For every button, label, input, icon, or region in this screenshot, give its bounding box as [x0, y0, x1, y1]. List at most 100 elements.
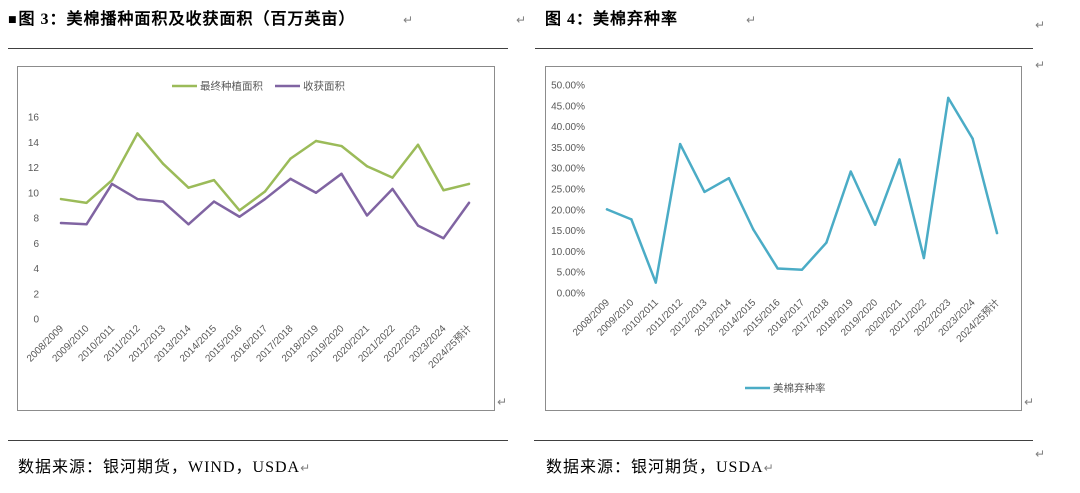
series-line [605, 96, 999, 284]
data-point [85, 223, 88, 226]
y-tick-label: 15.00% [551, 226, 585, 237]
y-tick-label: 20.00% [551, 205, 585, 216]
y-tick-label: 14 [28, 138, 40, 149]
data-point [85, 201, 88, 205]
data-point [340, 172, 343, 176]
data-point [605, 208, 609, 211]
paragraph-mark: ↵ [1024, 395, 1035, 409]
data-point [289, 177, 292, 181]
data-point [630, 218, 633, 221]
data-point [971, 137, 974, 140]
figure-3-source-text: 数据来源：银河期货，WIND，USDA [18, 459, 301, 476]
x-axis-tick-labels: 2008/20092009/20102010/20112011/20122012… [571, 296, 1002, 345]
caption-bullet-icon: ■ [8, 15, 17, 25]
data-point [289, 157, 292, 160]
data-point [947, 96, 950, 100]
data-point [314, 191, 318, 194]
y-tick-label: 16 [28, 113, 40, 124]
data-point [238, 209, 241, 212]
data-point [416, 224, 420, 227]
data-point [800, 268, 804, 271]
data-point [752, 228, 755, 231]
data-point [898, 158, 901, 161]
data-point [161, 162, 165, 165]
data-point [776, 267, 779, 270]
series-line [59, 172, 471, 240]
data-point [849, 170, 852, 173]
data-point [238, 215, 241, 218]
data-point [703, 190, 706, 194]
data-point [727, 176, 731, 180]
y-tick-label: 45.00% [551, 101, 585, 112]
data-point [995, 231, 999, 235]
y-axis-tick-labels: 0 2 4 6 8 10 12 14 16 [28, 113, 40, 326]
data-point [654, 281, 657, 284]
y-tick-label: 35.00% [551, 143, 585, 154]
data-point [467, 201, 471, 205]
caption-rule-right [535, 48, 1033, 49]
y-tick-label: 30.00% [551, 164, 585, 175]
y-tick-label: 0 [33, 315, 39, 326]
data-point [136, 197, 139, 201]
y-tick-label: 6 [33, 239, 39, 250]
source-rule-left [8, 440, 508, 441]
paragraph-mark: ↵ [763, 461, 774, 475]
data-point [314, 139, 318, 143]
y-tick-label: 10.00% [551, 247, 585, 258]
chart-frame-figure-3: 0 2 4 6 8 10 12 14 16 2008/2009 2009/2010 2010/2011… [17, 66, 495, 411]
y-tick-label: 2 [33, 289, 39, 300]
data-point [59, 221, 63, 225]
data-point [212, 178, 216, 182]
data-point [442, 189, 445, 192]
legend-label: 最终种植面积 [200, 80, 263, 93]
y-tick-label: 8 [33, 214, 39, 225]
legend-item: 美棉弃种率 [745, 382, 826, 395]
data-point [678, 142, 682, 146]
data-point [365, 165, 369, 168]
data-point [110, 178, 114, 182]
data-point [340, 144, 343, 148]
source-rule-right [534, 440, 1033, 441]
paragraph-mark: ↵ [746, 13, 757, 27]
y-tick-label: 5.00% [557, 268, 585, 279]
data-point [391, 187, 394, 191]
data-point [263, 190, 267, 193]
paragraph-mark: ↵ [300, 461, 311, 475]
figure-4-source-text: 数据来源：银河期货，USDA [546, 459, 764, 476]
data-point [136, 132, 139, 135]
data-point [59, 197, 63, 201]
data-point [873, 223, 877, 226]
data-point [922, 256, 926, 260]
series-2 [59, 172, 471, 240]
x-axis-tick-labels: 2008/20092009/20102010/20112011/20122012… [25, 322, 474, 371]
data-point [212, 200, 216, 203]
legend-item: 收获面积 [275, 80, 345, 93]
data-point [161, 200, 165, 203]
figure-3-title: 图 3：美棉播种面积及收获面积（百万英亩） [18, 11, 356, 28]
y-tick-label: 4 [33, 264, 39, 275]
figure-4-caption: 图 4：美棉弃种率 [545, 10, 678, 30]
y-tick-label: 50.00% [551, 81, 585, 92]
data-point [467, 182, 471, 186]
y-tick-label: 25.00% [551, 185, 585, 196]
y-axis-tick-labels: 0.00% 5.00% 10.00% 15.00% 20.00% 25.00% 30.00%… [551, 81, 585, 300]
data-point [391, 176, 394, 179]
paragraph-mark: ↵ [1035, 447, 1046, 461]
figure-4-title: 图 4：美棉弃种率 [545, 11, 679, 28]
legend-label: 收获面积 [303, 80, 345, 93]
data-point [442, 237, 445, 240]
chart-frame-figure-4: 0.00% 5.00% 10.00% 15.00% 20.00% 25.00% 30.00%… [545, 66, 1022, 411]
chart-figure-3-planted-harvested-area: 0 2 4 6 8 10 12 14 16 2008/20092009/20102010/2011… [25, 80, 474, 371]
y-tick-label: 12 [28, 163, 40, 174]
y-tick-label: 10 [28, 188, 40, 199]
data-point [416, 143, 420, 146]
figure-3-source: 数据来源：银河期货，WIND，USDA↵ [18, 458, 310, 478]
series-1 [59, 132, 471, 212]
paragraph-mark: ↵ [403, 13, 414, 27]
data-point [187, 223, 190, 226]
legend-label: 美棉弃种率 [773, 382, 826, 395]
paragraph-mark: ↵ [516, 13, 527, 27]
data-point [263, 197, 267, 201]
series-1 [605, 96, 999, 284]
